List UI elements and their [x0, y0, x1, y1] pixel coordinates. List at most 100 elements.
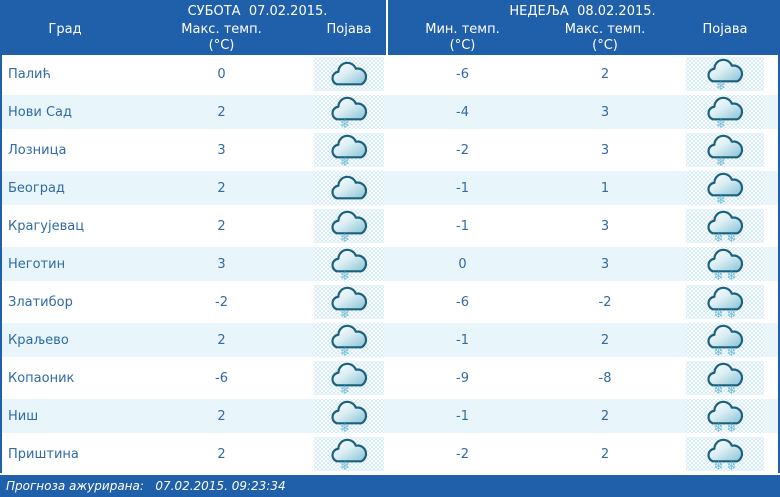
sat-weather-icon-cell: ❄ — [313, 95, 385, 131]
sun-min-temp-cell: -6 — [456, 294, 469, 310]
weather-icon-snow: ❄ — [686, 57, 764, 93]
cloud-icon — [707, 438, 744, 462]
sun-max-temp-cell: 2 — [600, 446, 610, 462]
sun-max-temp-cell: -8 — [598, 370, 612, 386]
sun-weather-icon-cell: ❄ — [670, 171, 780, 207]
snowflake-icon: ❄ — [715, 78, 727, 93]
sun-max-temp-cell: 1 — [600, 180, 610, 196]
sun-weather-icon-cell: ❄❄ — [670, 283, 780, 321]
snowflake-icon: ❄ — [339, 116, 351, 131]
min-temp-label: Мин. темп. — [425, 22, 500, 37]
sat-max-temp-cell: -2 — [215, 294, 228, 310]
sunday-phenomenon-header: Појава — [702, 22, 748, 37]
sun-min-temp-cell: -4 — [456, 104, 469, 120]
weather-icon-heavy-snow: ❄❄ — [686, 247, 764, 283]
sat-weather-icon-cell: ❄ — [313, 359, 385, 397]
snowflake-icon: ❄❄ — [713, 268, 740, 283]
cloud-icon — [331, 175, 368, 200]
footer-status-bar: Прогноза ажурирана: 07.02.2015. 09:23:34 — [0, 473, 780, 497]
city-cell: Београд — [8, 180, 65, 196]
snowflake-icon: ❄ — [339, 306, 351, 321]
weather-icon-cloudy — [314, 57, 384, 91]
sun-min-temp-cell: 0 — [458, 256, 467, 272]
cloud-icon — [707, 248, 744, 272]
weather-icon-heavy-snow: ❄❄ — [686, 285, 764, 320]
weather-icon-snow: ❄ — [314, 95, 384, 131]
sat-max-temp-cell: 0 — [217, 66, 226, 82]
cloud-icon — [707, 324, 744, 348]
cloud-icon — [331, 286, 368, 310]
table-row: Београд 2 -1 1 ❄ — [0, 169, 780, 207]
table-header: СУБОТА 07.02.2015. НЕДЕЉА 08.02.2015. Гр… — [0, 0, 780, 55]
weather-icon-heavy-snow: ❄❄ — [686, 399, 764, 435]
weather-icon-snow: ❄ — [314, 209, 384, 244]
city-cell: Копаоник — [8, 370, 75, 386]
snowflake-icon: ❄ — [715, 154, 727, 169]
sun-weather-icon-cell: ❄❄ — [670, 247, 780, 283]
sat-max-temp-cell: 2 — [217, 104, 226, 120]
snowflake-icon: ❄ — [339, 382, 351, 397]
sat-max-temp-cell: -6 — [215, 370, 228, 386]
sun-max-temp-cell: 2 — [600, 408, 610, 424]
weather-icon-snow: ❄ — [314, 399, 384, 434]
sun-max-temp-cell: 3 — [600, 104, 610, 120]
saturday-max-temp-header: Макс. темп. (°C) — [130, 22, 313, 54]
city-cell: Крагујевац — [8, 218, 85, 234]
snowflake-icon: ❄ — [339, 154, 351, 169]
cloud-icon — [331, 134, 368, 158]
sunday-min-temp-header: Мин. темп. (°C) — [385, 22, 540, 54]
snowflake-icon: ❄ — [715, 192, 727, 207]
sat-weather-icon-cell — [313, 171, 385, 205]
snowflake-icon: ❄ — [339, 458, 351, 473]
weather-icon-heavy-snow: ❄❄ — [686, 437, 764, 472]
sat-weather-icon-cell: ❄ — [313, 247, 385, 282]
weather-icon-snow: ❄ — [686, 95, 764, 130]
table-row: Приштина 2 ❄ -2 2 ❄❄ — [0, 435, 780, 473]
sat-max-temp-cell: 3 — [217, 142, 226, 158]
max-temp-label: Макс. темп. — [564, 22, 646, 37]
sun-max-temp-cell: 3 — [600, 218, 610, 234]
cloud-icon — [331, 324, 368, 348]
sun-max-temp-cell: 3 — [600, 256, 610, 272]
cloud-icon — [707, 362, 744, 386]
weather-icon-cloudy — [314, 171, 384, 205]
weather-icon-heavy-snow: ❄❄ — [686, 209, 764, 245]
max-temp-label: Макс. темп. — [181, 22, 262, 37]
cloud-icon — [707, 172, 744, 196]
table-row: Нови Сад 2 ❄ -4 3 ❄ — [0, 93, 780, 131]
table-row: Ниш 2 ❄ -1 2 ❄❄ — [0, 397, 780, 435]
sun-max-temp-cell: 2 — [600, 332, 610, 348]
table-left-border — [0, 55, 2, 473]
sun-weather-icon-cell: ❄❄ — [670, 323, 780, 358]
sat-weather-icon-cell — [313, 55, 385, 93]
unit-label: (°C) — [208, 38, 235, 53]
sat-weather-icon-cell: ❄ — [313, 283, 385, 321]
header-section-divider — [386, 0, 388, 55]
city-column-header: Град — [48, 22, 82, 37]
cloud-icon — [331, 210, 368, 234]
sat-max-temp-cell: 2 — [217, 332, 226, 348]
sun-min-temp-cell: -1 — [456, 408, 469, 424]
table-row: Краљево 2 ❄ -1 2 ❄❄ — [0, 321, 780, 359]
cloud-icon — [331, 400, 368, 424]
weather-icon-snow: ❄ — [314, 285, 384, 321]
saturday-date-header: СУБОТА 07.02.2015. — [187, 4, 328, 19]
table-right-border — [778, 55, 780, 473]
snowflake-icon: ❄❄ — [713, 420, 740, 435]
table-row: Крагујевац 2 ❄ -1 3 ❄❄ — [0, 207, 780, 245]
snowflake-icon: ❄❄ — [713, 230, 740, 245]
sun-min-temp-cell: -6 — [456, 66, 469, 82]
weather-icon-heavy-snow: ❄❄ — [686, 361, 764, 396]
weather-icon-snow: ❄ — [314, 361, 384, 397]
city-cell: Приштина — [8, 446, 79, 462]
city-cell: Палић — [8, 66, 51, 82]
header-spacer — [0, 4, 130, 22]
sat-max-temp-cell: 2 — [217, 180, 226, 196]
sun-min-temp-cell: -1 — [456, 218, 469, 234]
sat-max-temp-cell: 2 — [217, 446, 226, 462]
sat-max-temp-cell: 2 — [217, 218, 226, 234]
sun-weather-icon-cell: ❄❄ — [670, 207, 780, 245]
sun-weather-icon-cell: ❄ — [670, 55, 780, 93]
column-header-row: Град Макс. темп. (°C) Појава Мин. темп. … — [0, 22, 780, 54]
sun-max-temp-cell: 2 — [600, 66, 610, 82]
